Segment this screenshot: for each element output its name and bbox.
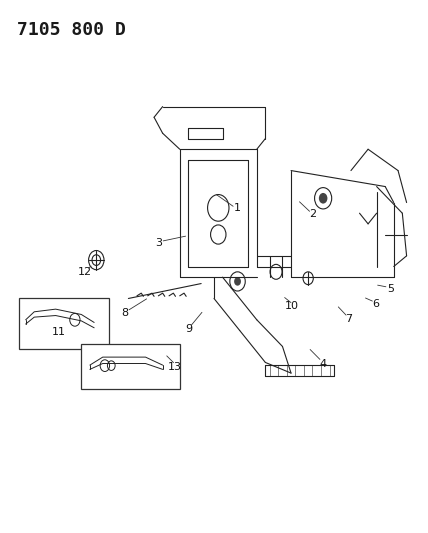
Text: 5: 5 (387, 284, 394, 294)
Text: 13: 13 (168, 362, 181, 372)
Text: 12: 12 (77, 267, 92, 277)
Text: 8: 8 (122, 309, 128, 318)
Text: 6: 6 (372, 299, 379, 309)
Text: 2: 2 (309, 209, 316, 219)
Circle shape (319, 193, 327, 204)
Text: 3: 3 (155, 238, 162, 247)
Text: 7105 800 D: 7105 800 D (17, 21, 126, 39)
Text: 10: 10 (285, 301, 299, 311)
Text: 7: 7 (345, 314, 352, 324)
Text: 9: 9 (185, 325, 192, 334)
Bar (19, 298, 109, 349)
Bar (81, 344, 180, 389)
Text: 1: 1 (234, 203, 241, 213)
Circle shape (234, 277, 241, 286)
Text: 11: 11 (52, 327, 66, 336)
Text: 4: 4 (320, 359, 327, 368)
